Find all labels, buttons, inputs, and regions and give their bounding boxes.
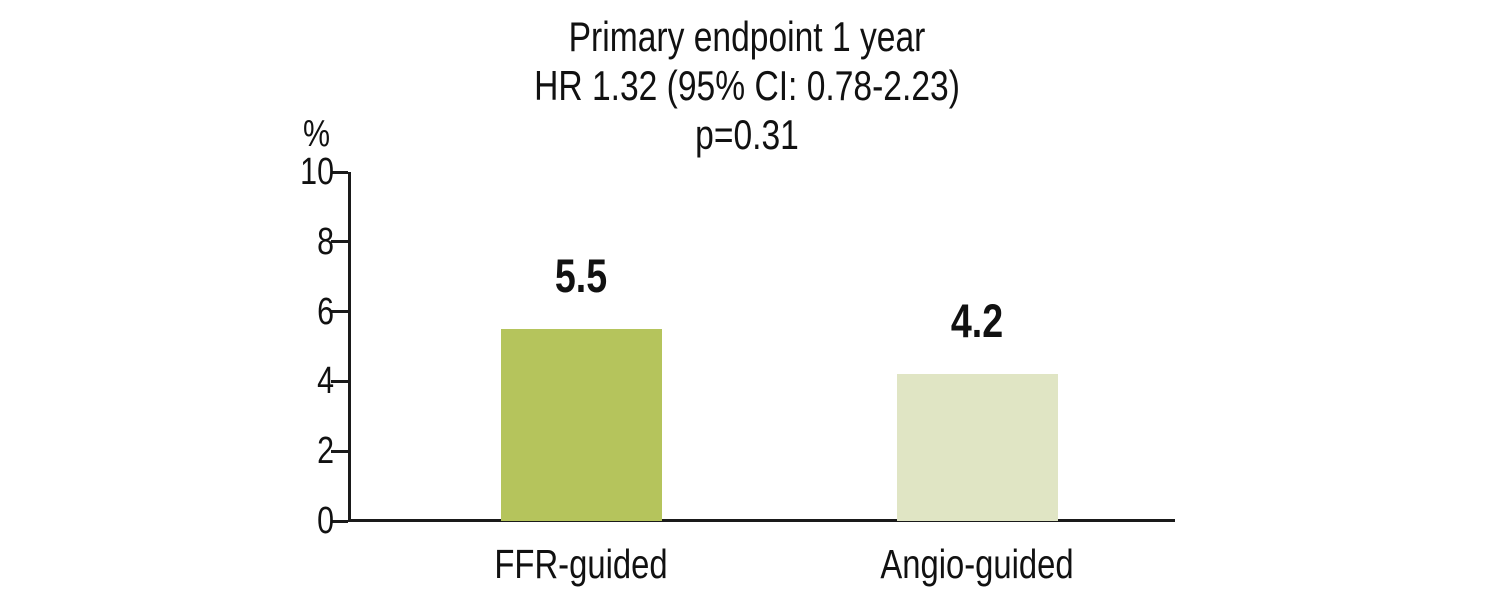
x-axis-category-label-angio-guided: Angio-guided <box>880 541 1074 587</box>
y-axis-line <box>348 172 351 522</box>
y-axis-tick <box>331 170 348 174</box>
bar-value-label-angio-guided: 4.2 <box>950 294 1004 348</box>
chart-title-line-2: HR 1.32 (95% CI: 0.78-2.23) <box>534 62 960 109</box>
y-axis-tick-label: 8 <box>317 220 334 263</box>
y-axis-unit-label: % <box>302 113 330 155</box>
chart-title-line-1: Primary endpoint 1 year <box>568 13 926 60</box>
chart-title-line-3: p=0.31 <box>695 111 799 158</box>
y-axis-tick-label: 6 <box>317 290 334 333</box>
y-axis-tick-label: 2 <box>317 430 334 473</box>
x-axis-line <box>348 519 1175 522</box>
bar-angio-guided <box>896 374 1058 521</box>
y-axis-tick-label: 10 <box>300 151 334 193</box>
bar-ffr-guided <box>500 329 662 521</box>
y-axis-tick <box>331 519 348 523</box>
y-axis-tick <box>331 240 348 244</box>
y-axis-tick <box>331 449 348 453</box>
x-axis-category-label-ffr-guided: FFR-guided <box>494 541 668 587</box>
bar-value-label-ffr-guided: 5.5 <box>554 249 608 303</box>
y-axis-tick-label: 0 <box>317 500 334 542</box>
y-axis-tick <box>331 379 348 383</box>
y-axis-tick <box>331 310 348 314</box>
y-axis-tick-label: 4 <box>317 360 334 403</box>
chart-title: Primary endpoint 1 year HR 1.32 (95% CI:… <box>149 12 1344 159</box>
